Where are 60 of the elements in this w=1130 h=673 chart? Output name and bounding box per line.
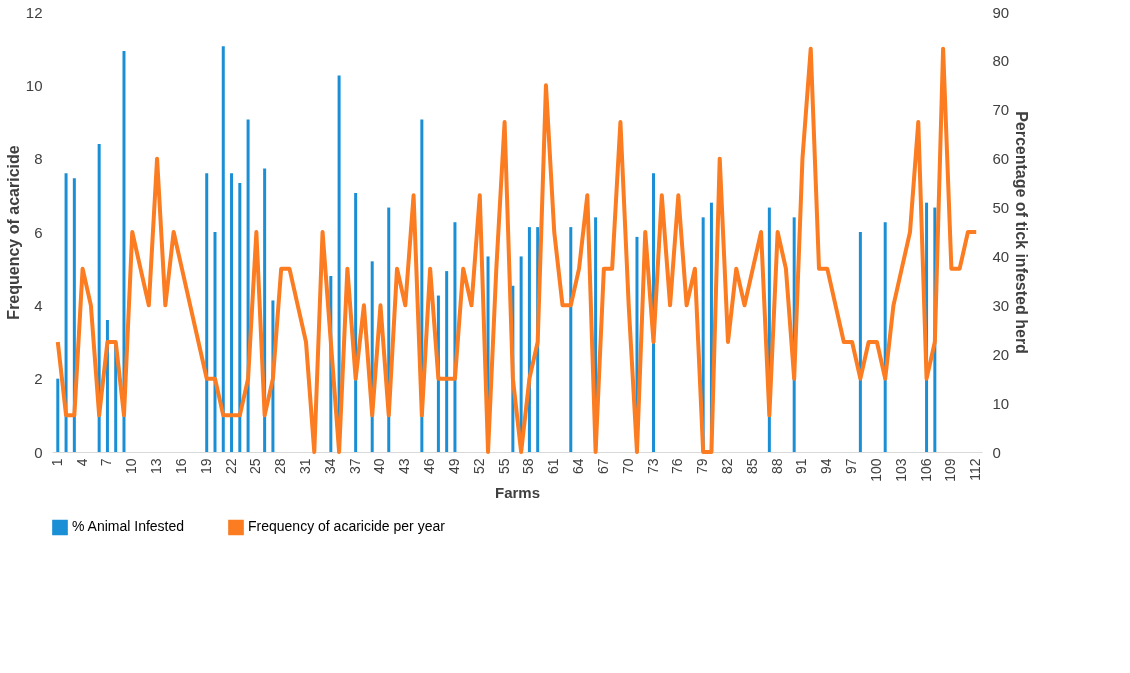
x-tick-label: 25 — [247, 458, 264, 475]
x-tick-label: 97 — [843, 458, 860, 475]
x-tick-label: 79 — [694, 458, 711, 475]
x-tick-label: 31 — [297, 458, 314, 475]
y2-tick-label: 60 — [992, 150, 1010, 168]
x-tick-label: 70 — [619, 458, 636, 475]
x-tick-label: 28 — [272, 458, 289, 475]
y-tick-label: 0 — [34, 443, 43, 461]
y2-tick-label: 30 — [992, 296, 1010, 314]
y2-tick-label: 80 — [992, 52, 1010, 70]
legend-label: % Animal Infested — [72, 518, 185, 535]
x-tick-label: 94 — [818, 458, 835, 475]
x-tick-label: 64 — [570, 458, 587, 475]
y-tick-label: 6 — [34, 223, 43, 241]
y-tick-label: 2 — [34, 370, 43, 388]
x-tick-label: 112 — [967, 458, 984, 481]
x-tick-label: 85 — [743, 458, 760, 475]
x-tick-label: 76 — [669, 458, 686, 475]
y-axis-title: Frequency of acaricide — [4, 145, 22, 320]
legend-label: Frequency of acaricide per year — [248, 518, 446, 535]
x-tick-label: 103 — [892, 458, 909, 482]
y-tick-label: 10 — [25, 76, 43, 94]
y2-tick-label: 10 — [992, 394, 1010, 412]
x-tick-label: 10 — [123, 458, 140, 475]
x-tick-label: 91 — [793, 458, 810, 475]
y2-tick-label: 20 — [992, 345, 1010, 363]
x-tick-label: 7 — [98, 458, 115, 467]
x-tick-label: 34 — [321, 458, 338, 475]
x-tick-label: 46 — [421, 458, 438, 475]
x-axis-title: Farms — [494, 483, 541, 501]
y-tick-label: 12 — [25, 3, 43, 21]
x-tick-label: 52 — [470, 458, 487, 475]
y2-tick-label: 90 — [992, 3, 1010, 21]
x-tick-label: 49 — [445, 458, 462, 475]
x-tick-label: 67 — [594, 458, 611, 475]
x-tick-label: 19 — [197, 458, 214, 475]
x-tick-label: 22 — [222, 458, 239, 475]
y2-tick-label: 70 — [992, 101, 1010, 119]
x-tick-label: 55 — [495, 458, 512, 475]
x-tick-label: 13 — [148, 458, 165, 475]
x-tick-label: 88 — [768, 458, 785, 475]
y-tick-label: 4 — [34, 296, 43, 314]
y2-tick-label: 40 — [992, 247, 1010, 265]
x-tick-label: 106 — [917, 458, 934, 482]
y2-axis-title: Percentage of tick infested herd — [1013, 111, 1031, 354]
x-tick-label: 73 — [644, 458, 661, 475]
x-tick-label: 37 — [346, 458, 363, 475]
y2-tick-label: 50 — [992, 199, 1010, 217]
x-tick-label: 82 — [718, 458, 735, 475]
x-tick-label: 100 — [867, 458, 884, 482]
x-tick-label: 43 — [396, 458, 413, 475]
x-tick-label: 4 — [73, 458, 90, 467]
x-tick-label: 61 — [545, 458, 562, 475]
x-tick-label: 1 — [48, 458, 65, 467]
x-tick-label: 109 — [942, 458, 959, 482]
x-tick-label: 40 — [371, 458, 388, 475]
x-tick-label: 16 — [172, 458, 189, 475]
y-tick-label: 8 — [34, 150, 43, 168]
x-tick-label: 58 — [520, 458, 537, 475]
y2-tick-label: 0 — [992, 443, 1001, 461]
